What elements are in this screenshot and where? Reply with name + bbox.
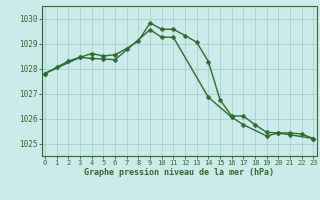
X-axis label: Graphe pression niveau de la mer (hPa): Graphe pression niveau de la mer (hPa) [84, 168, 274, 177]
